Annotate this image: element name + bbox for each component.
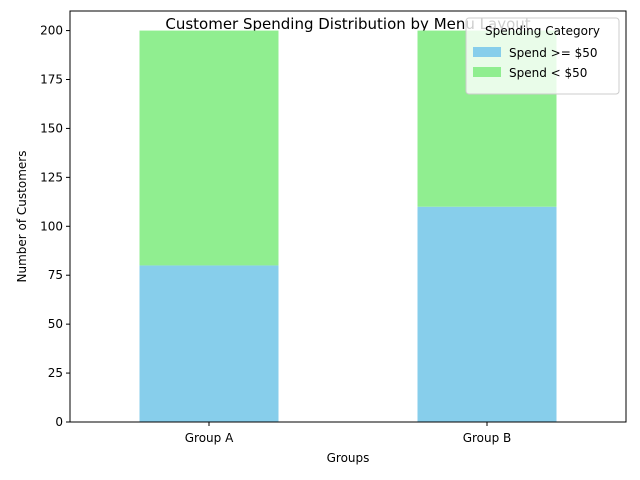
bar-group-a-series-1	[139, 265, 279, 422]
y-tick-label: 75	[48, 268, 63, 282]
chart-title: Customer Spending Distribution by Menu L…	[165, 15, 530, 33]
y-tick-label: 0	[55, 415, 63, 429]
y-tick-label: 125	[40, 170, 63, 184]
x-tick-label: Group A	[185, 431, 234, 445]
y-tick-label: 150	[40, 121, 63, 135]
legend-box	[465, 17, 620, 95]
y-axis-label: Number of Customers	[15, 151, 29, 283]
legend-label-series-2: Spend < $50	[509, 66, 587, 80]
y-tick-label: 25	[48, 366, 63, 380]
bar-group-b-series-1	[417, 206, 557, 422]
legend-swatch-series-2	[473, 67, 501, 77]
y-tick-label: 175	[40, 73, 63, 87]
x-tick-label: Group B	[463, 431, 512, 445]
legend-title: Spending Category	[485, 24, 600, 38]
y-axis: 0 25 50 75 100 125 150 175 200	[40, 24, 70, 429]
legend-swatch-series-1	[473, 47, 501, 57]
x-axis-label: Groups	[327, 451, 370, 465]
y-tick-label: 50	[48, 317, 63, 331]
x-axis: Group A Group B	[185, 422, 512, 445]
bar-group-a-series-2	[139, 30, 279, 266]
y-tick-label: 200	[40, 24, 63, 38]
legend: Spending Category Spend >= $50 Spend < $50	[465, 17, 620, 95]
y-tick-label: 100	[40, 219, 63, 233]
legend-label-series-1: Spend >= $50	[509, 46, 597, 60]
plot-frame	[69, 10, 627, 423]
